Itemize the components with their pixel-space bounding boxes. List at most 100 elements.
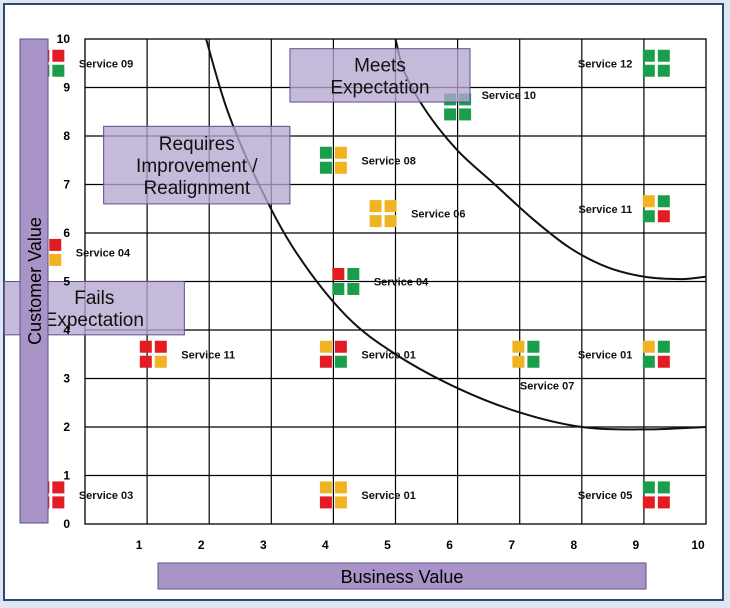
x-tick-label: 5 (384, 538, 391, 552)
service-marker: Service 07 (512, 340, 574, 392)
service-square-red (139, 355, 152, 368)
service-square-amber (642, 195, 655, 208)
y-tick-label: 7 (63, 178, 70, 192)
zone-label: Realignment (143, 178, 250, 199)
x-tick-label: 6 (446, 538, 453, 552)
zone-label: Expectation (45, 310, 144, 331)
service-square-amber (334, 161, 347, 174)
zone-label: Expectation (330, 77, 429, 98)
service-marker: Service 11 (139, 340, 235, 368)
axis-labels: Customer Value Business Value (19, 38, 647, 590)
service-square-red (332, 268, 345, 280)
x-tick-label: 2 (198, 538, 205, 552)
x-tick-label: 3 (260, 538, 267, 552)
y-axis-label-bar (19, 38, 49, 524)
x-tick-label: 7 (508, 538, 515, 552)
service-markers: Service 09 Service 12 Service 10 Service 08… (34, 49, 670, 509)
zone-label: Meets (354, 55, 406, 76)
service-square-amber (512, 355, 525, 368)
service-square-green (642, 481, 655, 494)
service-square-red (334, 340, 347, 353)
service-square-amber (642, 340, 655, 353)
service-label: Service 05 (578, 490, 632, 502)
x-tick-label: 4 (322, 538, 329, 552)
zone-label: Requires (159, 134, 235, 155)
service-square-red (657, 496, 670, 509)
service-marker: Service 05 (578, 481, 670, 509)
y-axis-label: Customer Value (25, 217, 45, 345)
y-tick-label: 8 (63, 129, 70, 143)
service-square-amber (49, 253, 62, 266)
service-square-red (657, 210, 670, 223)
service-label: Service 04 (374, 277, 429, 289)
zone-label: Improvement / (136, 156, 258, 177)
service-square-red (52, 481, 65, 494)
service-label: Service 11 (578, 204, 632, 216)
service-square-green (657, 49, 670, 62)
service-square-green (657, 64, 670, 77)
x-tick-label: 10 (691, 538, 705, 552)
y-tick-label: 0 (63, 517, 70, 531)
zone-rect (289, 48, 471, 103)
service-marker: Service 08 (319, 146, 416, 174)
x-axis-label: Business Value (341, 567, 464, 587)
service-label: Service 03 (79, 490, 133, 502)
service-marker: Service 04 (332, 268, 429, 295)
service-square-amber (319, 481, 332, 494)
service-square-red (154, 340, 167, 353)
service-square-amber (369, 215, 382, 228)
service-square-amber (334, 146, 347, 159)
service-square-green (334, 355, 347, 368)
service-square-amber (334, 496, 347, 509)
service-marker: Service 11 (578, 195, 670, 223)
y-tick-label: 4 (63, 323, 70, 337)
service-square-green (642, 355, 655, 368)
service-square-red (139, 340, 152, 353)
service-square-green (527, 340, 540, 353)
service-square-green (527, 355, 540, 368)
service-square-amber (512, 340, 525, 353)
service-marker: Service 01 (578, 340, 670, 368)
service-label: Service 11 (181, 349, 235, 361)
service-square-amber (334, 481, 347, 494)
y-tick-label: 6 (63, 226, 70, 240)
service-square-green (319, 161, 332, 174)
y-tick-label: 9 (63, 81, 70, 95)
y-tick-label: 2 (63, 420, 70, 434)
service-square-green (642, 210, 655, 223)
x-tick-label: 8 (570, 538, 577, 552)
service-square-amber (384, 215, 397, 228)
y-tick-label: 3 (63, 372, 70, 386)
service-square-red (319, 355, 332, 368)
service-square-green (642, 49, 655, 62)
service-square-green (332, 283, 345, 295)
service-label: Service 10 (482, 90, 536, 102)
service-square-red (657, 355, 670, 368)
service-square-green (642, 64, 655, 77)
service-square-green (319, 146, 332, 159)
service-square-red (49, 238, 62, 251)
service-square-green (459, 108, 472, 121)
service-square-green (347, 283, 360, 295)
service-label: Service 04 (76, 247, 131, 259)
zone-label: Fails (74, 288, 114, 309)
service-square-amber (384, 200, 397, 213)
x-tick-label: 9 (633, 538, 640, 552)
service-square-green (444, 108, 457, 121)
service-label: Service 12 (578, 58, 632, 70)
service-label: Service 01 (361, 349, 415, 361)
service-square-green (657, 195, 670, 208)
service-square-amber (319, 340, 332, 353)
service-square-green (347, 268, 360, 280)
service-label: Service 08 (361, 155, 415, 167)
service-square-amber (154, 355, 167, 368)
service-square-red (319, 496, 332, 509)
service-label: Service 09 (79, 58, 133, 70)
service-label: Service 07 (520, 380, 574, 392)
service-label: Service 01 (578, 349, 632, 361)
service-marker: Service 06 (369, 200, 466, 228)
y-tick-label: 10 (57, 32, 71, 46)
tick-labels: 0 1 2 3 4 5 6 7 8 9 10 1 2 3 4 5 6 7 8 9 10 (57, 32, 705, 552)
service-label: Service 01 (361, 490, 415, 502)
